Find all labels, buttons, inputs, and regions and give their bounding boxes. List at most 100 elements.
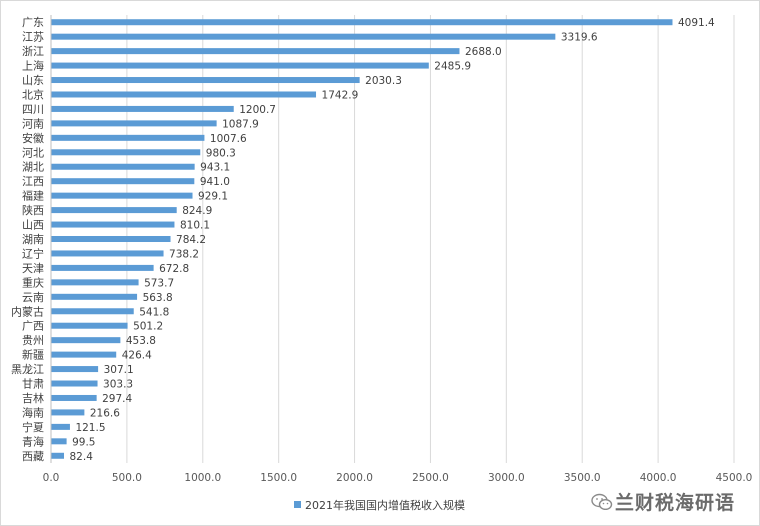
value-label: 1200.7: [239, 104, 276, 116]
category-labels: 广东江苏浙江上海山东北京四川河南安徽河北湖北江西福建陕西山西湖南辽宁天津重庆云南…: [11, 16, 44, 463]
value-label: 303.3: [103, 379, 133, 391]
bar: [51, 337, 121, 344]
x-tick-label: 0.0: [43, 472, 60, 484]
value-label: 2485.9: [434, 61, 471, 73]
value-label: 1007.6: [210, 133, 247, 145]
bar: [51, 134, 205, 141]
bar: [51, 308, 134, 315]
value-label: 426.4: [122, 350, 152, 362]
bar: [51, 149, 201, 156]
value-label: 121.5: [75, 422, 105, 434]
category-label: 江苏: [22, 31, 44, 44]
category-label: 宁夏: [22, 420, 44, 434]
category-label: 甘肃: [22, 378, 44, 391]
value-label: 216.6: [90, 407, 120, 419]
category-label: 湖北: [22, 161, 44, 174]
value-label: 943.1: [200, 162, 230, 174]
legend-label: 2021年我国国内增值税收入规模: [305, 498, 465, 512]
category-label: 内蒙古: [11, 304, 44, 318]
value-label: 2030.3: [365, 75, 402, 87]
value-label: 941.0: [200, 176, 230, 188]
bar: [51, 409, 85, 416]
x-tick-label: 4000.0: [640, 472, 677, 484]
category-label: 贵州: [22, 334, 44, 347]
wechat-icon: [591, 493, 613, 511]
category-label: 浙江: [22, 45, 44, 58]
category-label: 重庆: [22, 275, 44, 289]
bar: [51, 380, 98, 387]
value-label: 738.2: [169, 248, 199, 260]
x-tick-label: 3500.0: [564, 472, 601, 484]
value-label: 453.8: [126, 335, 156, 347]
bar: [51, 394, 97, 401]
bar: [51, 293, 138, 300]
x-tick-labels: 0.0 500.0 1000.0 1500.0 2000.0 2500.0 3000.0 35…: [43, 472, 753, 484]
category-label: 山西: [22, 219, 44, 232]
value-label: 784.2: [176, 234, 206, 246]
bar: [51, 178, 195, 185]
x-tick-label: 2500.0: [412, 472, 449, 484]
bar: [51, 423, 70, 430]
value-label: 4091.4: [678, 17, 715, 29]
value-label: 824.9: [182, 205, 212, 217]
bar: [51, 48, 460, 55]
bar: [51, 105, 234, 112]
category-label: 湖南: [22, 233, 44, 246]
value-label: 297.4: [102, 393, 132, 405]
category-label: 上海: [22, 59, 44, 73]
category-label: 青海: [22, 434, 44, 448]
bar: [51, 438, 67, 445]
value-label: 810.1: [180, 220, 210, 232]
bar: [51, 19, 673, 26]
legend: 2021年我国国内增值税收入规模: [294, 498, 465, 512]
x-tick-label: 2000.0: [336, 472, 373, 484]
value-label: 672.8: [159, 263, 189, 275]
category-label: 海南: [22, 405, 44, 419]
category-label: 福建: [22, 189, 44, 203]
bar: [51, 366, 99, 373]
value-label: 2688.0: [465, 46, 502, 58]
category-label: 新疆: [22, 348, 44, 362]
value-label: 541.8: [139, 306, 169, 318]
grid-lines: [50, 15, 735, 463]
category-label: 天津: [22, 262, 44, 275]
watermark-text: 兰财税海研语: [614, 492, 735, 514]
bar: [51, 62, 429, 69]
bar: [51, 279, 139, 286]
category-label: 山东: [22, 74, 44, 87]
bar: [51, 452, 65, 459]
category-label: 河南: [22, 117, 44, 130]
category-label: 江西: [22, 175, 44, 188]
bar: [51, 120, 217, 127]
category-label: 黑龙江: [11, 363, 44, 376]
x-tick-label: 1500.0: [260, 472, 297, 484]
value-label: 82.4: [70, 451, 94, 463]
category-label: 广东: [22, 16, 44, 29]
value-label: 980.3: [206, 147, 236, 159]
bar: [51, 33, 556, 40]
bars: [51, 19, 673, 459]
value-label: 307.1: [104, 364, 134, 376]
x-tick-label: 4500.0: [716, 472, 753, 484]
category-label: 安徽: [22, 131, 44, 145]
category-label: 四川: [22, 103, 44, 116]
bar: [51, 351, 117, 358]
bar: [51, 163, 195, 170]
category-label: 辽宁: [22, 246, 44, 260]
bar: [51, 207, 177, 214]
category-label: 云南: [22, 291, 44, 304]
bar: [51, 322, 128, 329]
category-label: 陕西: [22, 203, 44, 217]
value-label: 3319.6: [561, 32, 598, 44]
value-label: 501.2: [133, 321, 163, 333]
x-tick-label: 500.0: [112, 472, 142, 484]
category-label: 西藏: [22, 450, 44, 463]
category-label: 广西: [22, 320, 44, 333]
value-labels: 4091.4 3319.6 2688.0 2485.9 2030.3 1742.9 1200…: [70, 17, 716, 463]
value-label: 563.8: [143, 292, 173, 304]
bar: [51, 91, 317, 98]
bar: [51, 264, 154, 271]
category-label: 河北: [22, 146, 44, 159]
